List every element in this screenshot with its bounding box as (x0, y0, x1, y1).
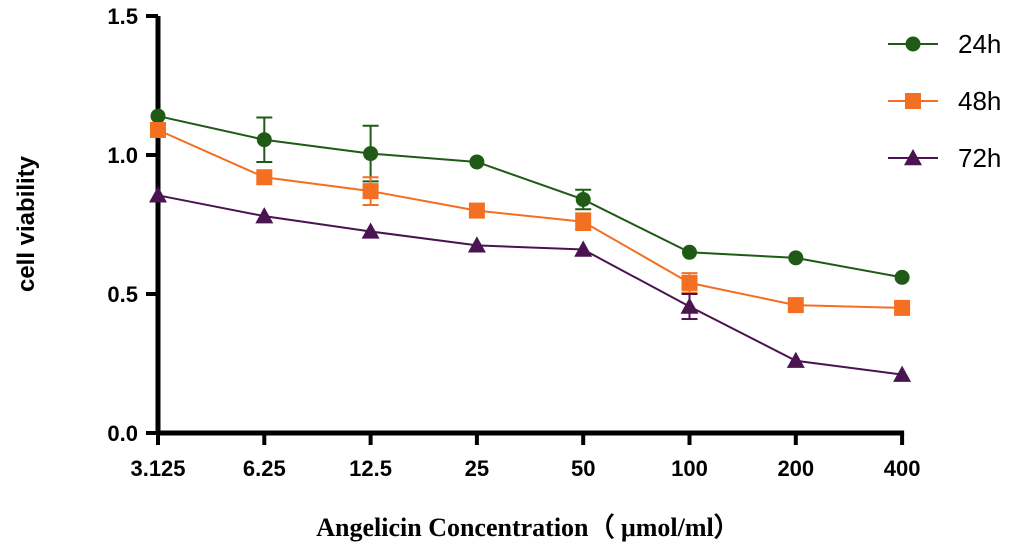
y-tick-label: 0.0 (107, 421, 138, 446)
legend-item-24h: 24h (888, 29, 1001, 59)
data-point-48h (150, 121, 166, 138)
legend-item-48h: 48h (888, 86, 1001, 116)
data-point-24h (469, 154, 485, 170)
data-point-48h (894, 299, 911, 316)
x-tick-label: 25 (465, 456, 489, 481)
data-point-72h (361, 222, 380, 239)
series-line-48h (157, 129, 903, 309)
data-point-72h (786, 351, 805, 368)
legend-marker (905, 36, 921, 52)
x-tick-label: 50 (571, 456, 595, 481)
x-tick-label: 12.5 (349, 456, 392, 481)
data-point-48h (681, 274, 698, 291)
series-48h (150, 121, 911, 316)
data-point-48h (468, 202, 485, 219)
x-axis-title: Angelicin Concentration（ μmol/ml） (316, 513, 740, 542)
tick-labels: 0.0 0.5 1.0 1.5 3.125 6.25 12.5 25 50 100 200 400 (107, 4, 920, 481)
x-tick-label: 6.25 (243, 456, 286, 481)
x-tick-label: 100 (671, 456, 708, 481)
data-point-24h (150, 108, 166, 124)
series-layer (149, 108, 912, 382)
x-tick-label: 3.125 (130, 456, 185, 481)
data-point-24h (363, 146, 379, 162)
axes (146, 14, 905, 445)
y-tick-label: 0.5 (107, 282, 138, 307)
data-point-48h (256, 169, 273, 186)
legend-label: 48h (958, 86, 1001, 116)
data-point-72h (574, 240, 593, 257)
data-point-72h (680, 297, 699, 314)
data-point-48h (575, 213, 592, 230)
data-point-48h (362, 183, 379, 200)
data-point-72h (149, 186, 167, 203)
series-24h (150, 108, 910, 285)
legend-marker (904, 149, 922, 166)
y-axis-title: cell viability (13, 155, 40, 292)
series-line-72h (157, 194, 903, 376)
legend-marker (905, 93, 921, 109)
series-72h (149, 186, 912, 382)
legend-item-72h: 72h (888, 143, 1001, 173)
data-point-24h (256, 132, 272, 148)
x-tick-label: 200 (777, 456, 814, 481)
legend: 24h 48h 72h (888, 29, 1001, 173)
y-tick-label: 1.0 (107, 143, 138, 168)
data-point-24h (682, 244, 697, 260)
data-point-24h (894, 269, 910, 285)
legend-label: 72h (958, 143, 1001, 173)
x-tick-label: 400 (884, 456, 921, 481)
data-point-24h (575, 191, 591, 207)
data-point-24h (788, 250, 804, 266)
y-tick-label: 1.5 (107, 4, 138, 29)
data-point-72h (467, 236, 486, 253)
data-point-48h (787, 297, 804, 314)
legend-label: 24h (958, 29, 1001, 59)
series-line-24h (157, 115, 903, 279)
data-point-72h (255, 207, 274, 224)
data-point-72h (893, 365, 912, 382)
